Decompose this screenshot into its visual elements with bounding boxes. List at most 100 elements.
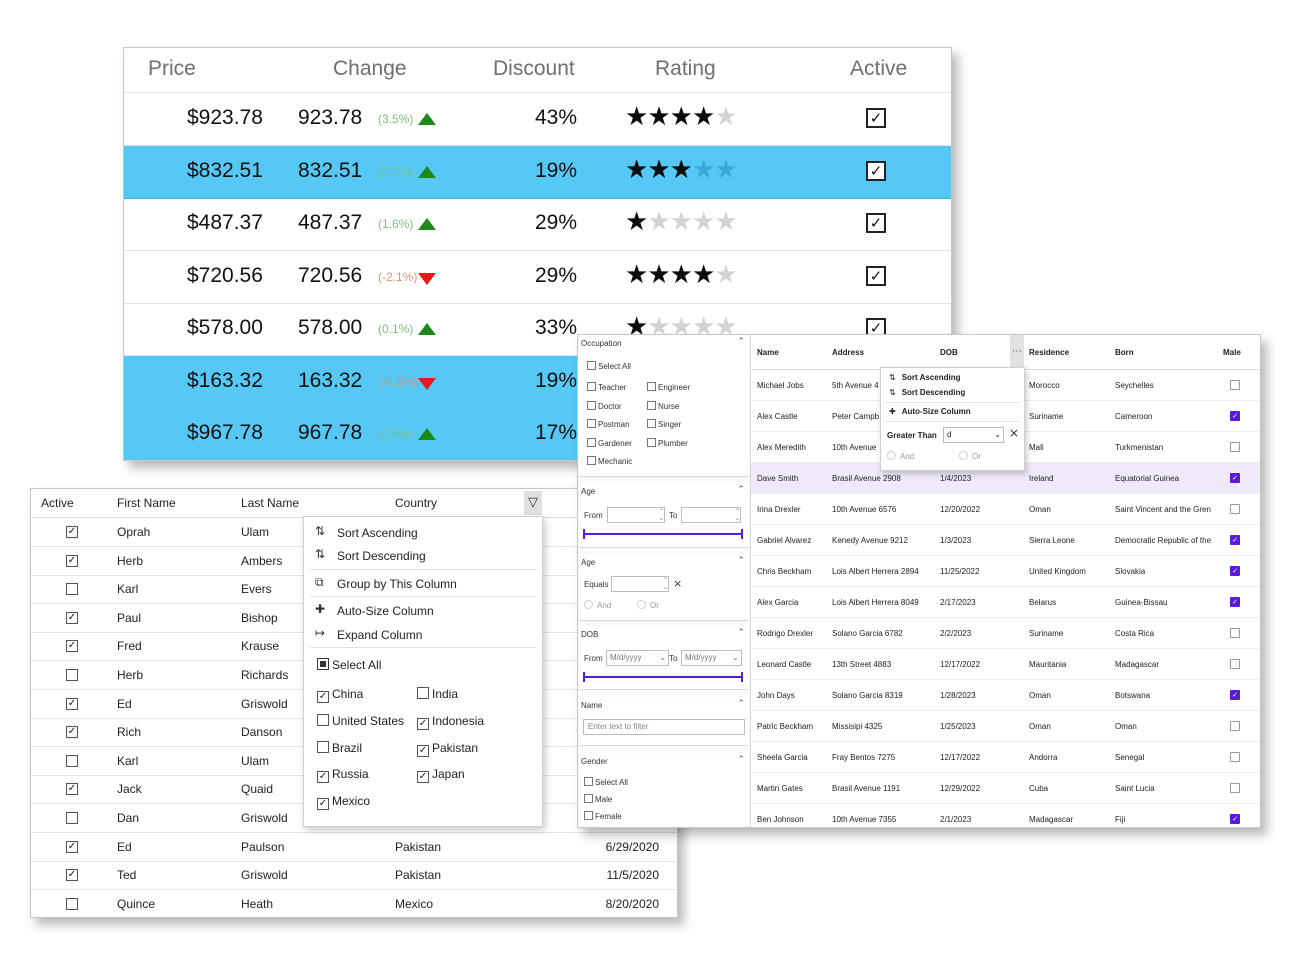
active-checkbox[interactable]: ✓ <box>66 697 78 710</box>
country-option[interactable]: ✓ Russia <box>317 767 369 784</box>
star-icon[interactable]: ★ <box>647 102 670 132</box>
chevron-up-icon[interactable]: ⌃ <box>737 755 745 765</box>
menu-item-sort-descending[interactable]: ⇅ Sort Descending <box>889 388 966 397</box>
table-row[interactable]: Rodrigo Drexler Solano Garcia 6782 2/2/202… <box>751 618 1260 649</box>
active-checkbox[interactable]: ✓ <box>66 869 78 882</box>
country-option[interactable]: United States <box>317 713 404 728</box>
star-icon[interactable]: ★ <box>669 102 693 132</box>
occupation-option[interactable]: Singer <box>647 419 681 429</box>
star-rating[interactable]: ★★★★★ <box>625 207 738 237</box>
column-header-address[interactable]: Address <box>832 348 865 357</box>
star-icon[interactable]: ★ <box>625 154 648 185</box>
country-option[interactable]: ✓ Indonesia <box>417 713 485 730</box>
chevron-up-icon[interactable]: ⌃ <box>737 556 745 566</box>
table-row[interactable]: $487.37 487.37 (1.6%) 29% ★★★★★ ✓ <box>124 198 951 251</box>
menu-item-sort-ascending[interactable]: ⇅ Sort Ascending <box>315 524 418 540</box>
active-checkbox[interactable]: ✓ <box>66 554 78 567</box>
star-icon[interactable]: ★ <box>714 102 737 132</box>
column-header-male[interactable]: Male <box>1223 348 1241 357</box>
gender-select-all[interactable]: Select All <box>584 777 628 787</box>
column-header-active[interactable]: Active <box>41 496 74 510</box>
occupation-option[interactable]: Postman <box>587 419 630 429</box>
active-checkbox[interactable]: ✓ <box>866 108 886 128</box>
column-header-residence[interactable]: Residence <box>1029 348 1070 357</box>
occupation-option[interactable]: Doctor <box>587 400 622 411</box>
table-row[interactable]: Irina Drexler 10th Avenue 6576 12/20/2022 O… <box>751 494 1260 525</box>
dob-to-picker[interactable]: M/d/yyyy ⌄ <box>681 650 742 666</box>
select-all-checkbox[interactable]: Select All <box>317 658 381 672</box>
occupation-option[interactable]: Teacher <box>587 382 626 392</box>
star-icon[interactable]: ★ <box>647 207 670 237</box>
male-checkbox[interactable] <box>1230 659 1240 669</box>
table-row[interactable]: $923.78 923.78 (3.5%) 43% ★★★★★ ✓ <box>124 93 951 146</box>
active-checkbox[interactable]: ✓ <box>866 318 886 338</box>
chevron-down-icon[interactable]: ⌄ <box>732 653 739 662</box>
male-checkbox[interactable]: ✓ <box>1230 535 1240 545</box>
star-icon[interactable]: ★ <box>625 259 648 290</box>
star-icon[interactable]: ★ <box>714 154 737 185</box>
star-icon[interactable]: ★ <box>669 207 693 237</box>
country-option[interactable]: ✓ Japan <box>417 767 465 784</box>
column-header-name[interactable]: Name <box>757 348 779 357</box>
chevron-down-icon[interactable]: ⌄ <box>994 430 1001 439</box>
menu-item-auto-size-column[interactable]: ✚ Auto-Size Column <box>315 602 434 618</box>
active-checkbox[interactable]: ✓ <box>66 840 78 853</box>
table-row[interactable]: Dan Griswold <box>31 804 677 833</box>
menu-item-sort-descending[interactable]: ⇅ Sort Descending <box>315 547 426 563</box>
spinner-icon[interactable]: ⌃ ⌄ <box>658 508 664 522</box>
star-icon[interactable]: ★ <box>647 154 670 185</box>
table-row[interactable]: Quince Heath Mexico 8/20/2020 <box>31 890 677 917</box>
male-checkbox[interactable] <box>1230 752 1240 762</box>
star-rating[interactable]: ★★★★★ <box>625 102 738 132</box>
filter-icon[interactable]: ▽ <box>524 491 542 515</box>
column-header-active[interactable]: Active <box>850 57 908 80</box>
chevron-up-icon[interactable]: ⌃ <box>737 337 745 347</box>
star-rating[interactable]: ★★★★★ <box>625 154 738 185</box>
male-checkbox[interactable] <box>1230 504 1240 514</box>
age-to-input[interactable]: ⌃ ⌄ <box>681 507 741 523</box>
table-row[interactable]: Patric Beckham Missisipi 4325 1/25/2023 Oma… <box>751 711 1260 742</box>
table-row[interactable]: Dave Smith Brasil Avenue 2908 1/4/2023 Irel… <box>751 463 1260 494</box>
or-radio[interactable]: Or <box>959 451 981 461</box>
table-row[interactable]: $832.51 832.51 (0.7%) 19% ★★★★★ ✓ <box>124 145 951 199</box>
age-equals-input[interactable]: ⌃ ⌄ <box>611 576 669 592</box>
table-row[interactable]: ✓ Ted Griswold Pakistan 11/5/2020 <box>31 861 677 891</box>
male-checkbox[interactable] <box>1230 783 1240 793</box>
clear-icon[interactable]: × <box>673 577 683 590</box>
table-row[interactable]: Sheela Garcia Fray Bentos 7275 12/17/2022 A… <box>751 742 1260 773</box>
table-row[interactable]: Martin Gates Brasil Avenue 1191 12/29/2022… <box>751 773 1260 804</box>
table-row[interactable]: Leonard Castle 13th Street 4883 12/17/2022… <box>751 649 1260 680</box>
chevron-up-icon[interactable]: ⌃ <box>737 485 745 495</box>
menu-item-sort-ascending[interactable]: ⇅ Sort Ascending <box>889 373 961 382</box>
and-radio[interactable]: And <box>584 600 611 610</box>
and-radio[interactable]: And <box>887 451 914 461</box>
column-header-country[interactable]: Country <box>395 496 438 510</box>
active-checkbox[interactable]: ✓ <box>66 726 78 739</box>
male-checkbox[interactable] <box>1230 380 1240 390</box>
active-checkbox[interactable] <box>66 669 78 681</box>
table-row[interactable]: Gabriel Alvarez Kenedy Avenue 9212 1/3/202… <box>751 525 1260 556</box>
star-icon[interactable]: ★ <box>625 207 648 237</box>
or-radio[interactable]: Or <box>637 600 659 610</box>
active-checkbox[interactable]: ✓ <box>66 783 78 796</box>
occupation-option[interactable]: Plumber <box>647 437 688 448</box>
dob-from-picker[interactable]: M/d/yyyy ⌄ <box>606 650 669 666</box>
column-header-price[interactable]: Price <box>148 57 196 80</box>
active-checkbox[interactable]: ✓ <box>866 213 886 233</box>
star-icon[interactable]: ★ <box>714 207 737 237</box>
male-checkbox[interactable]: ✓ <box>1230 411 1240 421</box>
star-icon[interactable]: ★ <box>691 259 715 290</box>
column-header-change[interactable]: Change <box>333 57 407 80</box>
occupation-option[interactable]: Gardener <box>587 437 632 448</box>
occupation-option[interactable]: Nurse <box>647 400 679 411</box>
male-checkbox[interactable]: ✓ <box>1230 597 1240 607</box>
active-checkbox[interactable]: ✓ <box>866 265 886 286</box>
menu-item-auto-size-column[interactable]: ✚ Auto-Size Column <box>889 407 971 416</box>
spinner-icon[interactable]: ⌃ ⌄ <box>734 508 740 522</box>
column-header-discount[interactable]: Discount <box>493 57 575 80</box>
star-icon[interactable]: ★ <box>647 259 670 290</box>
active-checkbox[interactable] <box>66 897 78 910</box>
menu-item-group-by-column[interactable]: ⧉ Group by This Column <box>315 575 457 591</box>
male-checkbox[interactable] <box>1230 442 1240 452</box>
occupation-select-all[interactable]: Select All <box>587 361 631 371</box>
